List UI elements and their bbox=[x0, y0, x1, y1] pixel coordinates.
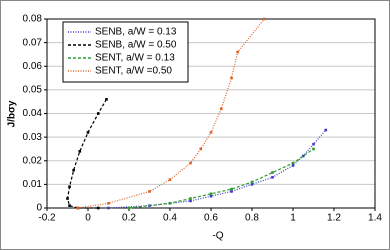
point bbox=[107, 201, 110, 205]
legend-label: SENB, a/W = 0.50 bbox=[95, 40, 177, 51]
x-tick-label: 1.2 bbox=[327, 213, 341, 224]
x-tick-label: 0.4 bbox=[163, 213, 177, 224]
x-tick-label: 0.6 bbox=[204, 213, 218, 224]
point bbox=[148, 190, 151, 193]
point bbox=[189, 197, 192, 200]
legend-label: SENT, a/W =0.50 bbox=[95, 66, 172, 77]
x-tick-label: 0.2 bbox=[122, 213, 136, 224]
point bbox=[68, 185, 71, 189]
point bbox=[96, 206, 100, 210]
point bbox=[66, 197, 69, 200]
point bbox=[324, 128, 328, 132]
point bbox=[230, 190, 233, 193]
point bbox=[271, 171, 274, 174]
point bbox=[236, 50, 239, 54]
y-tick-label: 0.03 bbox=[23, 132, 43, 143]
x-tick-label: 1.4 bbox=[368, 213, 382, 224]
legend-label: SENT, a/W = 0.13 bbox=[95, 53, 175, 64]
point bbox=[219, 107, 223, 111]
x-tick-label: -0.2 bbox=[38, 213, 56, 224]
point bbox=[189, 161, 192, 165]
point bbox=[127, 206, 131, 210]
point bbox=[96, 112, 100, 115]
point bbox=[291, 161, 295, 165]
x-axis-label: -Q bbox=[212, 231, 223, 242]
point bbox=[209, 131, 213, 134]
point bbox=[250, 180, 254, 184]
x-tick-label: 1 bbox=[290, 213, 296, 224]
y-tick-label: 0.05 bbox=[23, 85, 43, 96]
point bbox=[312, 147, 315, 151]
point bbox=[209, 192, 213, 196]
point bbox=[250, 183, 254, 186]
point bbox=[86, 131, 90, 134]
point bbox=[107, 206, 110, 210]
point bbox=[271, 175, 274, 179]
legend-label: SENB, a/W = 0.13 bbox=[95, 27, 177, 38]
point bbox=[199, 147, 203, 151]
y-tick-label: 0 bbox=[36, 203, 42, 214]
point bbox=[68, 204, 71, 207]
point bbox=[105, 98, 108, 101]
point bbox=[312, 142, 315, 146]
y-tick-label: 0.06 bbox=[23, 61, 43, 72]
point bbox=[209, 194, 213, 198]
y-tick-label: 0.01 bbox=[23, 179, 43, 190]
point bbox=[230, 187, 233, 191]
x-tick-label: 0.8 bbox=[245, 213, 259, 224]
y-tick-label: 0.04 bbox=[23, 108, 43, 119]
plot-frame bbox=[46, 18, 376, 209]
series-line bbox=[77, 18, 265, 209]
y-tick-label: 0.07 bbox=[23, 37, 43, 48]
x-tick-label: 0 bbox=[85, 213, 91, 224]
y-axis-label: J/bσy bbox=[7, 100, 18, 127]
point bbox=[301, 154, 305, 158]
point bbox=[291, 164, 295, 167]
series-line bbox=[66, 99, 107, 209]
point bbox=[263, 17, 266, 21]
point bbox=[72, 168, 75, 172]
point bbox=[168, 201, 172, 205]
point bbox=[189, 199, 192, 203]
y-tick-label: 0.02 bbox=[23, 155, 43, 166]
series-line bbox=[108, 129, 327, 209]
y-tick-label: 0.08 bbox=[23, 14, 43, 25]
point bbox=[168, 178, 172, 181]
point bbox=[78, 150, 82, 153]
point bbox=[230, 76, 233, 80]
point bbox=[76, 206, 80, 210]
